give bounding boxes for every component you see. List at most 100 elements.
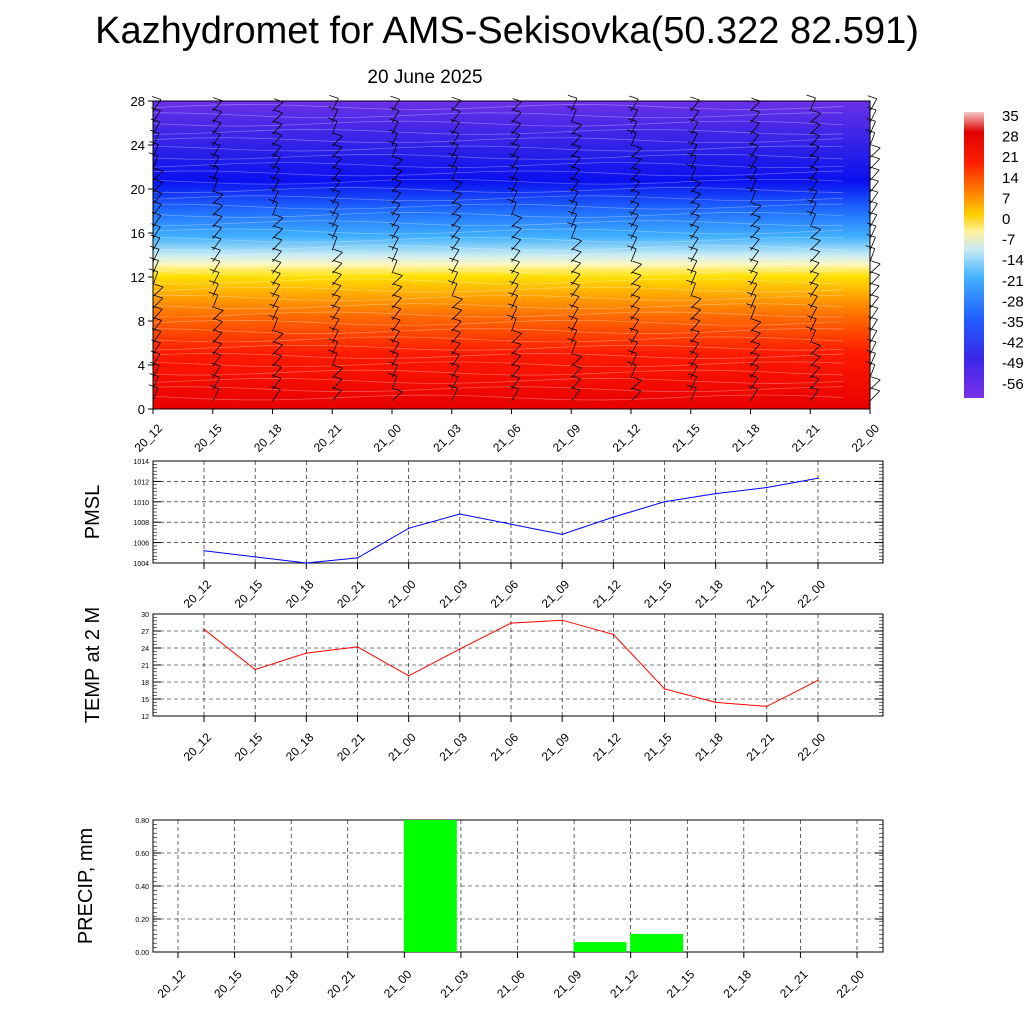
wind-barb: [511, 168, 519, 181]
wind-barb: [809, 345, 822, 355]
wind-barb-flag: [268, 315, 278, 319]
wind-barb-flag: [510, 142, 520, 147]
wind-barb-flag: [748, 385, 758, 390]
wind-barb-flag: [751, 202, 762, 207]
wind-barb-flag: [512, 225, 522, 229]
wind-barb: [511, 377, 520, 390]
wind-barb: [869, 147, 881, 158]
data-point: [356, 557, 359, 559]
wind-barb-flag: [689, 234, 699, 239]
x-tick-label: 21_21: [777, 967, 811, 1001]
x-tick-label: 20_21: [311, 421, 345, 455]
wind-barb-flag: [271, 374, 282, 379]
wind-barb: [511, 179, 518, 193]
wind-barb-flag: [628, 222, 638, 227]
colorbar-label: 7: [1002, 190, 1010, 207]
wind-barb: [451, 332, 462, 344]
wind-barb-flag: [630, 189, 640, 193]
x-tick-label: 20_15: [232, 730, 266, 764]
wind-barb: [570, 225, 577, 239]
wind-barb: [451, 388, 459, 402]
wind-barb: [750, 205, 762, 216]
wind-barb-flag: [806, 210, 816, 215]
wind-barb: [272, 366, 282, 379]
wind-barb-flag: [808, 281, 819, 286]
wind-barb-flag: [749, 247, 759, 251]
wind-barb: [630, 170, 641, 181]
wind-barb: [212, 178, 219, 193]
wind-barb: [451, 182, 463, 193]
wind-barb-flag: [512, 341, 522, 345]
wind-barb: [152, 365, 160, 378]
wind-barb: [869, 390, 880, 402]
wind-barb: [152, 133, 160, 146]
wind-barb-flag: [447, 280, 458, 284]
wind-barb: [690, 204, 701, 216]
wind-barb-flag: [811, 342, 821, 346]
wind-barb-flag: [507, 198, 517, 203]
wind-barb-flag: [330, 304, 340, 309]
wind-barb: [869, 158, 880, 170]
wind-barb: [391, 226, 400, 239]
wind-barb: [690, 122, 699, 135]
x-tick-label: 21_15: [664, 967, 698, 1001]
wind-barb-flag: [808, 292, 818, 297]
wind-barb: [690, 182, 702, 193]
x-tick-label: 21_09: [539, 730, 573, 764]
wind-barb: [272, 306, 279, 320]
data-point: [817, 477, 819, 480]
wind-barb: [630, 159, 642, 170]
wind-barb: [809, 229, 822, 239]
wind-barb: [690, 226, 700, 239]
wind-barb-flag: [811, 110, 821, 114]
wind-barb-flag: [629, 200, 639, 205]
wind-barb: [809, 262, 820, 274]
wind-barb: [690, 249, 698, 262]
data-point: [407, 675, 410, 677]
wind-barb-flag: [271, 142, 282, 147]
wind-barb: [630, 353, 638, 367]
wind-barb: [511, 250, 521, 263]
contour-line: [152, 386, 844, 393]
wind-barb: [272, 273, 281, 286]
wind-barb-flag: [210, 141, 220, 146]
wind-barb-flag: [507, 314, 517, 319]
wind-barb-flag: [211, 119, 222, 124]
wind-barb-flag: [867, 211, 877, 216]
wind-barb-flag: [327, 349, 338, 354]
wind-barb: [451, 238, 460, 251]
data-point: [766, 705, 768, 708]
wind-barb: [451, 260, 459, 274]
chart-title: Kazhydromet for AMS-Sekisovka(50.322 82.…: [95, 10, 919, 52]
x-tick-label: 20_12: [155, 967, 189, 1001]
wind-barb: [212, 111, 222, 123]
y-tick-label: 0.80: [135, 818, 149, 825]
wind-barb: [690, 133, 698, 146]
wind-barb: [391, 275, 403, 286]
data-point: [305, 652, 308, 654]
wind-barb: [331, 341, 339, 355]
wind-barb-flag: [273, 330, 284, 335]
wind-barb: [690, 167, 696, 181]
contour-line: [152, 319, 844, 326]
contour-line: [152, 353, 844, 359]
wind-barb: [511, 355, 522, 367]
data-point: [459, 513, 461, 515]
wind-barb-flag: [212, 97, 223, 101]
wind-barb: [809, 179, 818, 193]
wind-barb-flag: [806, 94, 816, 99]
wind-barb-flag: [628, 338, 638, 343]
x-tick-label: 21_03: [436, 577, 470, 611]
wind-barb-flag: [627, 129, 637, 134]
y-tick-label: 12: [141, 714, 149, 721]
wind-barb: [690, 387, 697, 402]
wind-barb-flag: [691, 306, 701, 311]
contour-line: [152, 178, 844, 185]
wind-barb: [750, 261, 759, 274]
wind-barb: [511, 190, 518, 204]
wind-barb: [391, 237, 399, 251]
wind-barb: [272, 389, 281, 402]
wind-barb: [630, 181, 641, 193]
wind-barb: [750, 388, 758, 402]
wind-barb: [570, 307, 579, 321]
